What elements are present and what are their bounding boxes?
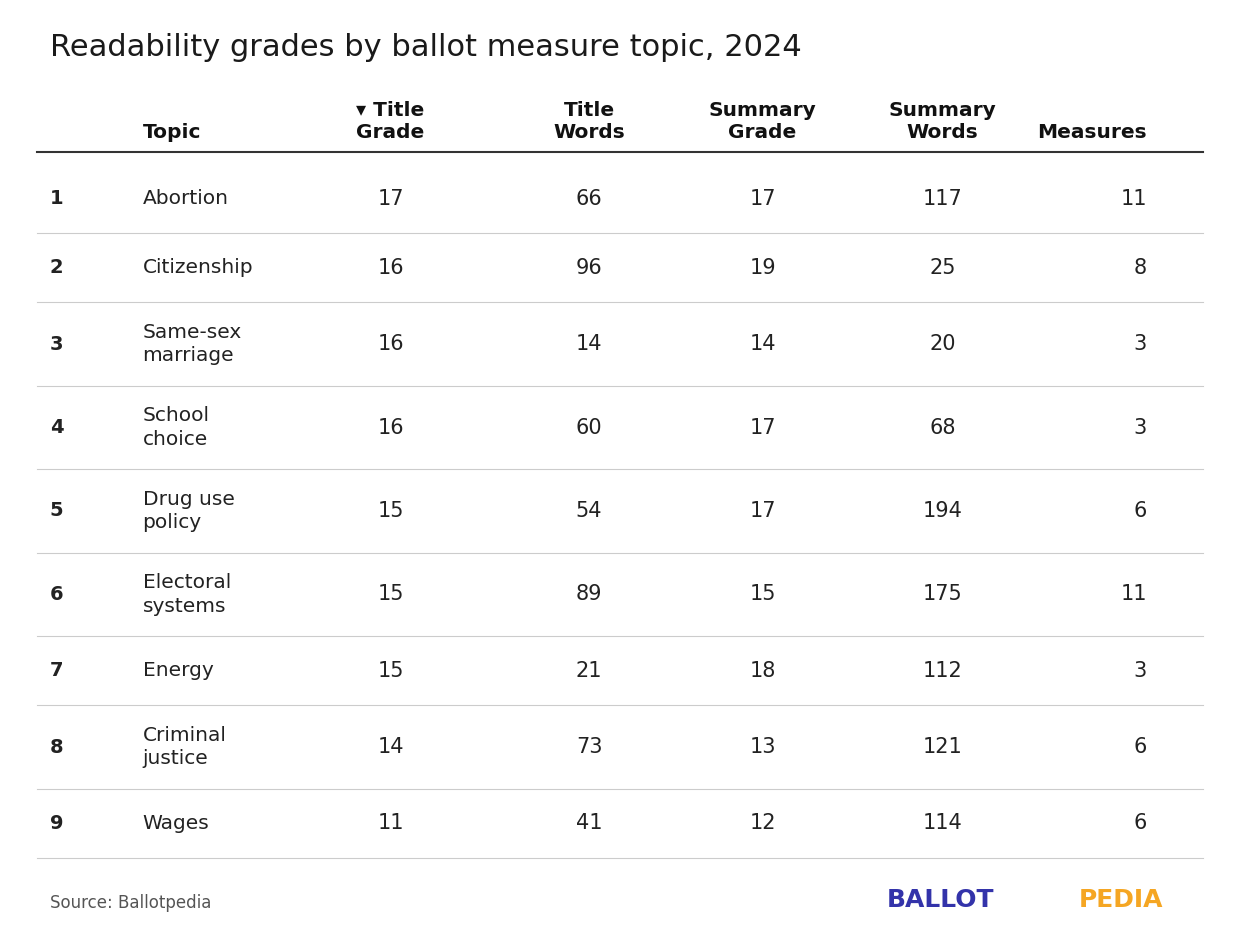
Text: 60: 60 <box>575 417 603 438</box>
Text: 5: 5 <box>50 501 63 520</box>
Text: 14: 14 <box>749 334 776 355</box>
Text: Drug use
policy: Drug use policy <box>143 490 234 532</box>
Text: Abortion: Abortion <box>143 189 228 209</box>
Text: 2: 2 <box>50 258 63 278</box>
Text: 16: 16 <box>377 334 404 355</box>
Text: 14: 14 <box>377 737 404 757</box>
Text: 16: 16 <box>377 417 404 438</box>
Text: 18: 18 <box>749 661 776 681</box>
Text: Same-sex
marriage: Same-sex marriage <box>143 323 242 365</box>
Text: 11: 11 <box>377 813 404 833</box>
Text: 7: 7 <box>50 661 63 681</box>
Text: 3: 3 <box>1133 661 1147 681</box>
Text: 114: 114 <box>923 813 962 833</box>
Text: Criminal
justice: Criminal justice <box>143 726 227 768</box>
Text: 21: 21 <box>575 661 603 681</box>
Text: Measures: Measures <box>1038 123 1147 142</box>
Text: 15: 15 <box>377 584 404 605</box>
Text: 6: 6 <box>1133 501 1147 521</box>
Text: 54: 54 <box>575 501 603 521</box>
Text: 3: 3 <box>1133 334 1147 355</box>
Text: PEDIA: PEDIA <box>1079 888 1163 912</box>
Text: Readability grades by ballot measure topic, 2024: Readability grades by ballot measure top… <box>50 33 801 63</box>
Text: School
choice: School choice <box>143 407 210 448</box>
Text: 9: 9 <box>50 813 63 833</box>
Text: 17: 17 <box>377 189 404 209</box>
Text: 17: 17 <box>749 501 776 521</box>
Text: Electoral
systems: Electoral systems <box>143 574 231 615</box>
Text: 6: 6 <box>1133 813 1147 833</box>
Text: Summary
Grade: Summary Grade <box>709 101 816 142</box>
Text: 73: 73 <box>575 737 603 757</box>
Text: 6: 6 <box>50 585 63 604</box>
Text: 175: 175 <box>923 584 962 605</box>
Text: 20: 20 <box>929 334 956 355</box>
Text: 8: 8 <box>1133 258 1147 278</box>
Text: 8: 8 <box>50 738 63 757</box>
Text: 3: 3 <box>1133 417 1147 438</box>
Text: 14: 14 <box>575 334 603 355</box>
Text: Energy: Energy <box>143 661 213 681</box>
Text: 3: 3 <box>50 335 63 354</box>
Text: 11: 11 <box>1121 189 1147 209</box>
Text: 11: 11 <box>1121 584 1147 605</box>
Text: 6: 6 <box>1133 737 1147 757</box>
Text: 19: 19 <box>749 258 776 278</box>
Text: 15: 15 <box>377 501 404 521</box>
Text: 121: 121 <box>923 737 962 757</box>
Text: 194: 194 <box>923 501 962 521</box>
Text: 4: 4 <box>50 418 63 437</box>
Text: 15: 15 <box>749 584 776 605</box>
Text: 12: 12 <box>749 813 776 833</box>
Text: BALLOT: BALLOT <box>887 888 994 912</box>
Text: 96: 96 <box>575 258 603 278</box>
Text: ▾ Title
Grade: ▾ Title Grade <box>356 101 425 142</box>
Text: 117: 117 <box>923 189 962 209</box>
Text: 68: 68 <box>929 417 956 438</box>
Text: Wages: Wages <box>143 813 210 833</box>
Text: Citizenship: Citizenship <box>143 258 253 278</box>
Text: Summary
Words: Summary Words <box>889 101 996 142</box>
Text: Topic: Topic <box>143 123 201 142</box>
Text: 41: 41 <box>575 813 603 833</box>
Text: 17: 17 <box>749 189 776 209</box>
Text: 17: 17 <box>749 417 776 438</box>
Text: 15: 15 <box>377 661 404 681</box>
Text: Title
Words: Title Words <box>553 101 625 142</box>
Text: 66: 66 <box>575 189 603 209</box>
Text: 1: 1 <box>50 189 63 209</box>
Text: 89: 89 <box>575 584 603 605</box>
Text: 112: 112 <box>923 661 962 681</box>
Text: 16: 16 <box>377 258 404 278</box>
Text: Source: Ballotpedia: Source: Ballotpedia <box>50 894 211 912</box>
Text: 25: 25 <box>929 258 956 278</box>
Text: 13: 13 <box>749 737 776 757</box>
